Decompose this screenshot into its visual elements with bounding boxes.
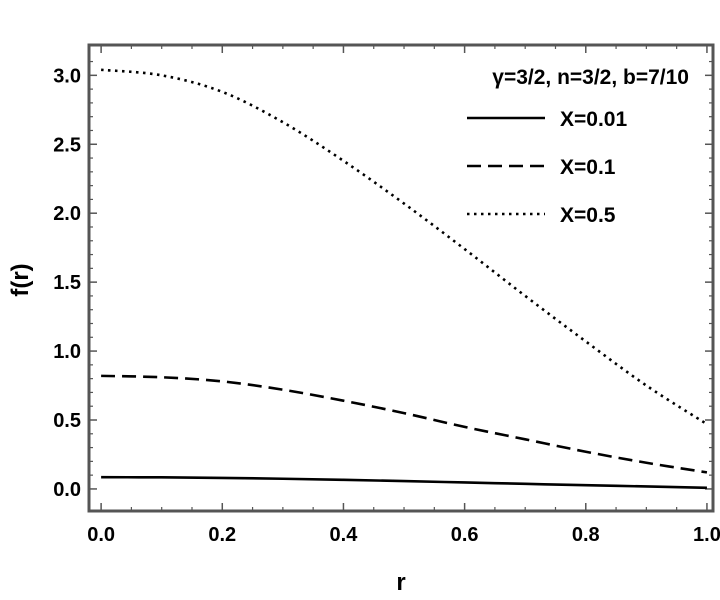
- y-tick-label: 2.5: [53, 134, 81, 156]
- y-tick-label: 1.0: [53, 341, 81, 363]
- legend-label: X=0.1: [560, 156, 616, 179]
- x-tick-label: 0.0: [87, 524, 115, 546]
- x-tick-label: 1.0: [693, 524, 720, 546]
- legend: γ=3/2, n=3/2, b=7/10 X=0.01 X=0.1 X=0.5: [467, 66, 689, 227]
- series-line-x-0-5: [100, 68, 708, 426]
- series-layer: [100, 68, 708, 490]
- axis-ticks: 0.0 0.2 0.4 0.6 0.8 1.0 0.0 0.5 1.0 1.5 2.0 2.5 3.0: [53, 45, 720, 546]
- series-line-x-0-1: [101, 374, 708, 474]
- legend-label: X=0.5: [560, 204, 616, 227]
- y-tick-label: 2.0: [53, 203, 81, 225]
- legend-label: X=0.01: [560, 108, 627, 131]
- y-tick-label: 0.0: [53, 479, 81, 501]
- x-axis-label: r: [396, 569, 405, 596]
- x-tick-label: 0.2: [208, 524, 236, 546]
- x-tick-label: 0.8: [572, 524, 600, 546]
- x-tick-label: 0.6: [451, 524, 479, 546]
- x-tick-label: 0.4: [330, 524, 359, 546]
- legend-title: γ=3/2, n=3/2, b=7/10: [492, 66, 689, 89]
- y-tick-label: 1.5: [53, 272, 81, 294]
- y-axis-label: f(r): [7, 263, 34, 296]
- series-line-x-0-01: [101, 475, 707, 490]
- plot-frame: [87, 43, 715, 513]
- y-tick-label: 3.0: [53, 65, 81, 87]
- y-tick-label: 0.5: [53, 410, 81, 432]
